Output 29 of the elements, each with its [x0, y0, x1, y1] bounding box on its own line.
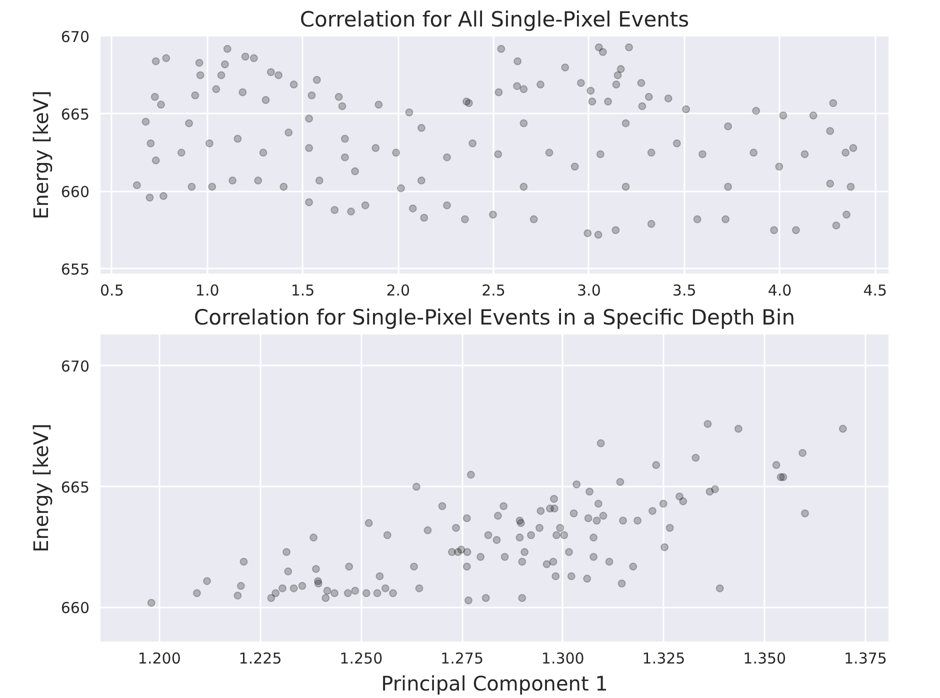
x-tick-label: 1.300 — [541, 650, 584, 668]
y-tick-label: 670 — [60, 28, 90, 46]
x-tick-label: 0.5 — [100, 282, 124, 300]
x-tick-label: 2.5 — [482, 282, 506, 300]
y-tick-label: 660 — [60, 182, 90, 201]
x-axis-title: Principal Component 1 — [381, 672, 608, 696]
x-tick-label: 3.5 — [672, 282, 696, 300]
x-tick-label: 1.275 — [440, 650, 484, 668]
y-tick-label: 660 — [60, 599, 90, 618]
y-tick-label: 665 — [60, 478, 90, 496]
y-axis-title: Energy [keV] — [28, 90, 53, 220]
x-tick-label: 4.5 — [863, 282, 888, 300]
x-tick-label: 1.225 — [238, 650, 282, 668]
x-tick-label: 1.200 — [138, 650, 181, 668]
chart-title: Correlation for Single-Pixel Events in a Specific Depth Bin — [194, 306, 796, 330]
chart-title: Correlation for All Single-Pixel Events — [300, 8, 690, 32]
x-tick-label: 4.0 — [768, 282, 792, 300]
x-tick-label: 2.0 — [386, 282, 410, 300]
y-tick-label: 670 — [60, 357, 90, 376]
x-tick-label: 1.0 — [195, 282, 220, 300]
y-tick-label: 665 — [60, 105, 90, 124]
y-axis-title: Energy [keV] — [28, 424, 53, 552]
x-tick-label: 1.375 — [844, 650, 887, 668]
y-tick-label: 655 — [60, 260, 90, 278]
x-tick-label: 1.5 — [290, 282, 315, 300]
x-tick-label: 3.0 — [577, 282, 601, 300]
x-tick-label: 1.250 — [340, 650, 383, 668]
x-tick-label: 1.325 — [642, 650, 686, 668]
x-tick-label: 1.350 — [743, 650, 786, 668]
